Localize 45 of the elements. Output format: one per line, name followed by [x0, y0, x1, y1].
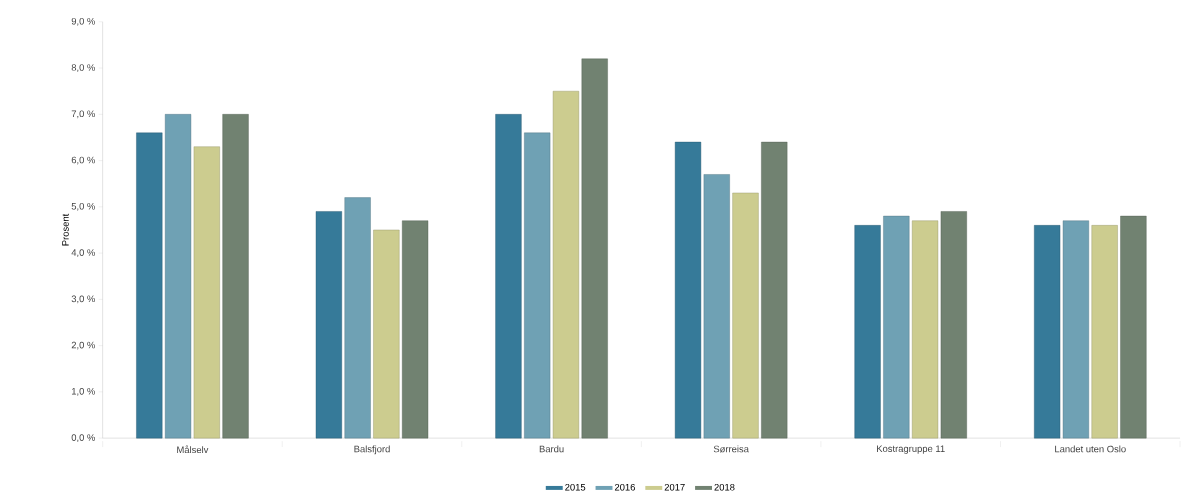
bar [761, 142, 788, 439]
x-tick-label: Målselv [177, 445, 209, 454]
x-tick-label: Bardu [539, 445, 564, 453]
bar [193, 146, 220, 439]
y-tick-label: 3,0 % [71, 295, 96, 304]
y-tick-label: 1,0 % [71, 388, 96, 396]
legend-label: 2016 [614, 484, 635, 491]
bar [495, 114, 522, 439]
y-tick-label: 7,0 % [71, 110, 96, 119]
bar [373, 229, 400, 439]
y-tick-label: 2,0 % [71, 341, 96, 350]
y-axis-title: Prosent [62, 214, 69, 246]
bar [164, 114, 192, 439]
bar [1120, 216, 1147, 439]
bar [883, 216, 910, 439]
bar [552, 91, 580, 439]
legend-label: 2015 [565, 484, 586, 491]
bar [136, 132, 163, 439]
bar [1034, 225, 1061, 439]
bar [940, 211, 967, 439]
y-tick-label: 0,0 % [71, 434, 96, 443]
legend-label: 2018 [714, 484, 735, 491]
x-tick-label: Kostragruppe 11 [877, 445, 945, 455]
y-tick-label: 8,0 % [71, 64, 96, 73]
y-tick-label: 4,0 % [71, 249, 96, 258]
x-tick-label: Balsfjord [354, 445, 390, 455]
bar [674, 142, 702, 439]
legend-label: 2017 [664, 484, 685, 491]
bar [344, 197, 371, 439]
bar [1062, 220, 1089, 439]
bar [912, 220, 939, 439]
bar [703, 174, 730, 439]
bar [524, 132, 551, 439]
bar [1091, 225, 1118, 439]
bar [581, 58, 608, 439]
y-tick-label: 5,0 % [71, 203, 96, 211]
y-tick-label: 6,0 % [71, 156, 96, 165]
x-tick-label: Sørreisa [713, 445, 749, 453]
bar [315, 211, 342, 439]
bar [402, 220, 429, 439]
y-tick-label: 9,0 % [71, 18, 96, 26]
bar [854, 225, 881, 439]
bar [222, 114, 249, 439]
x-tick-label: Landet uten Oslo [1055, 445, 1126, 453]
bar [732, 192, 759, 439]
